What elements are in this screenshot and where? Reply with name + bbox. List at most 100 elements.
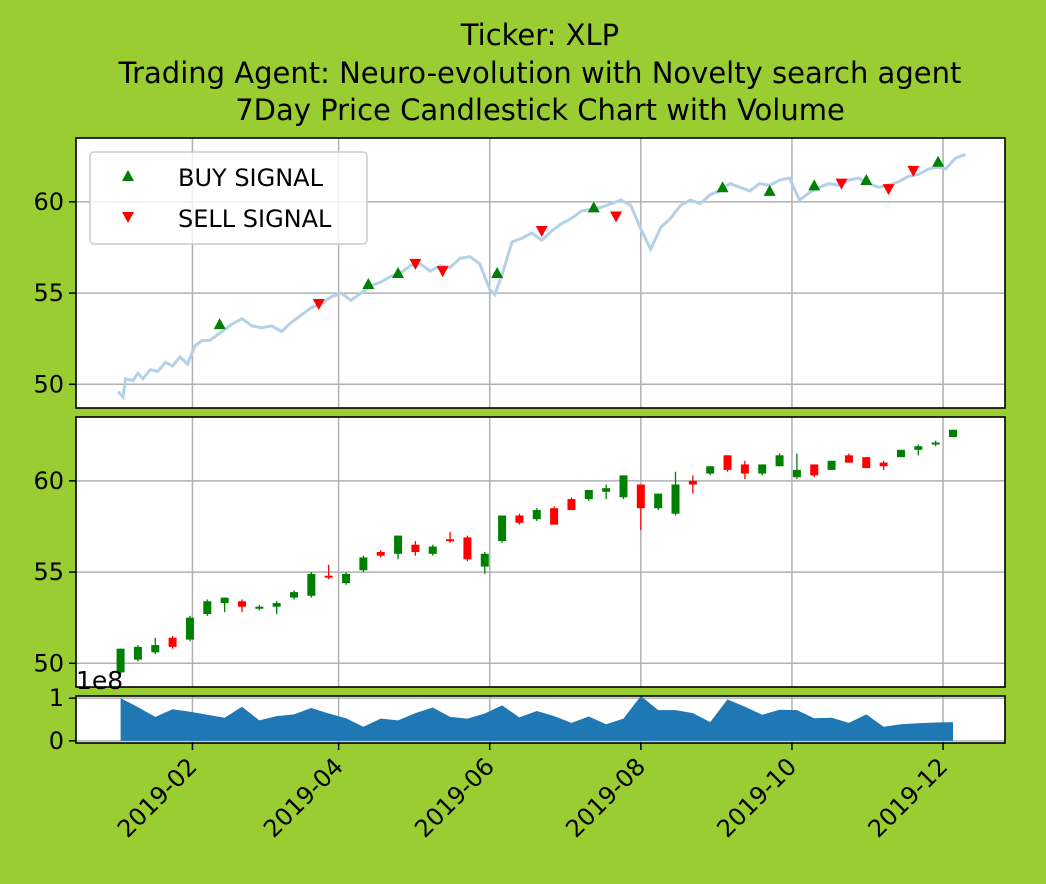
- buy-signal-marker: [491, 267, 504, 278]
- legend: BUY SIGNAL SELL SIGNAL: [89, 151, 368, 245]
- candle-body: [948, 429, 957, 438]
- sell-signal-marker: [907, 165, 920, 177]
- candle-body: [185, 617, 194, 640]
- y-tick-label: 1: [49, 684, 64, 712]
- sell-signal-marker: [535, 226, 548, 238]
- candle-body: [463, 537, 472, 560]
- candle-body: [740, 464, 749, 474]
- y-tick-label: 60: [33, 467, 64, 495]
- y-tick-label: 60: [33, 188, 64, 216]
- candle-body: [255, 606, 264, 609]
- candle-body: [290, 592, 299, 598]
- candle-body: [602, 488, 611, 492]
- candle-body: [376, 552, 385, 556]
- legend-box: [89, 151, 368, 245]
- volume-panel-frame: [75, 695, 1006, 744]
- candle-body: [827, 460, 836, 470]
- candle-body: [862, 457, 871, 469]
- candle-body: [931, 442, 940, 445]
- candle-panel: 50 55 60: [33, 416, 1006, 688]
- buy-signal-marker: [213, 318, 226, 330]
- sell-signal-marker: [610, 211, 623, 223]
- title-line-2: Trading Agent: Neuro-evolution with Nove…: [118, 56, 962, 90]
- buy-signal-marker: [716, 181, 729, 193]
- candle-body: [394, 535, 403, 554]
- candle-body: [792, 469, 801, 478]
- candle-body: [619, 475, 628, 498]
- candle-body: [515, 515, 524, 523]
- legend-sell-label: SELL SIGNAL: [178, 205, 332, 233]
- candle-body: [723, 455, 732, 470]
- price-panel-frame: [75, 137, 1006, 409]
- y-tick-label: 50: [33, 370, 64, 398]
- candle-body: [810, 464, 819, 476]
- candle-grid: [76, 417, 1005, 687]
- buy-signal-marker: [392, 267, 405, 278]
- sell-signal-marker: [882, 184, 895, 196]
- candle-body: [879, 462, 888, 467]
- buy-signal-marker: [860, 173, 873, 185]
- candle-body: [307, 573, 316, 596]
- candle-body: [706, 466, 715, 474]
- candle-body: [896, 449, 905, 458]
- candle-body: [584, 489, 593, 500]
- candle-body: [688, 480, 697, 485]
- candle-body: [168, 637, 177, 647]
- candle-body: [446, 539, 455, 542]
- price-panel: BUY SIGNAL SELL SIGNAL 50 55 60: [33, 137, 1006, 409]
- legend-buy-label: BUY SIGNAL: [178, 164, 324, 192]
- buy-signal-marker: [587, 201, 600, 213]
- volume-y-ticks: 01: [49, 684, 76, 755]
- sell-signal-marker: [436, 266, 449, 278]
- candle-body: [498, 515, 507, 542]
- candle-body: [151, 645, 160, 653]
- volume-offset-label: 1e8: [76, 666, 123, 695]
- candle-body: [480, 553, 489, 567]
- candle-body: [220, 597, 229, 604]
- candle-body: [428, 546, 437, 554]
- chart-title: Ticker: XLP Trading Agent: Neuro-evoluti…: [118, 18, 962, 127]
- candle-body: [133, 646, 142, 660]
- candle-body: [116, 648, 125, 673]
- candle-body: [758, 464, 767, 474]
- candle-body: [636, 484, 645, 509]
- y-tick-label: 55: [33, 279, 64, 307]
- candles: [116, 429, 957, 675]
- candle-body: [272, 603, 281, 607]
- buy-signal-marker: [808, 179, 821, 191]
- candle-body: [914, 446, 923, 450]
- legend-sell-marker: [122, 212, 134, 223]
- candle-body: [775, 455, 784, 467]
- price-y-ticks: 50 55 60: [33, 188, 76, 398]
- y-tick-label: 50: [33, 649, 64, 677]
- volume-area: [120, 696, 954, 741]
- sell-signal-marker: [312, 299, 325, 311]
- candle-body: [671, 484, 680, 514]
- candle-body: [203, 601, 212, 615]
- buy-signal-marker: [763, 184, 776, 196]
- candle-body: [532, 510, 541, 520]
- candle-body: [654, 493, 663, 509]
- candle-body: [567, 499, 576, 511]
- candle-body: [237, 601, 246, 607]
- y-tick-label: 55: [33, 558, 64, 586]
- candle-body: [342, 573, 351, 584]
- candle-y-ticks: 50 55 60: [33, 467, 76, 677]
- y-tick-label: 0: [49, 727, 64, 755]
- candle-body: [550, 508, 559, 525]
- candle-body: [411, 544, 420, 552]
- title-line-1: Ticker: XLP: [460, 18, 619, 52]
- legend-buy-marker: [122, 170, 134, 181]
- candle-panel-frame: [75, 416, 1006, 688]
- candle-body: [324, 575, 333, 578]
- signal-markers: [213, 155, 945, 330]
- title-line-3: 7Day Price Candlestick Chart with Volume: [235, 93, 845, 127]
- candle-body: [359, 557, 368, 571]
- candle-body: [844, 455, 853, 463]
- sell-signal-marker: [835, 178, 848, 190]
- buy-signal-marker: [932, 155, 945, 167]
- buy-signal-marker: [362, 277, 375, 289]
- sell-signal-marker: [409, 258, 422, 270]
- volume-panel: 01 1e8: [49, 666, 1006, 755]
